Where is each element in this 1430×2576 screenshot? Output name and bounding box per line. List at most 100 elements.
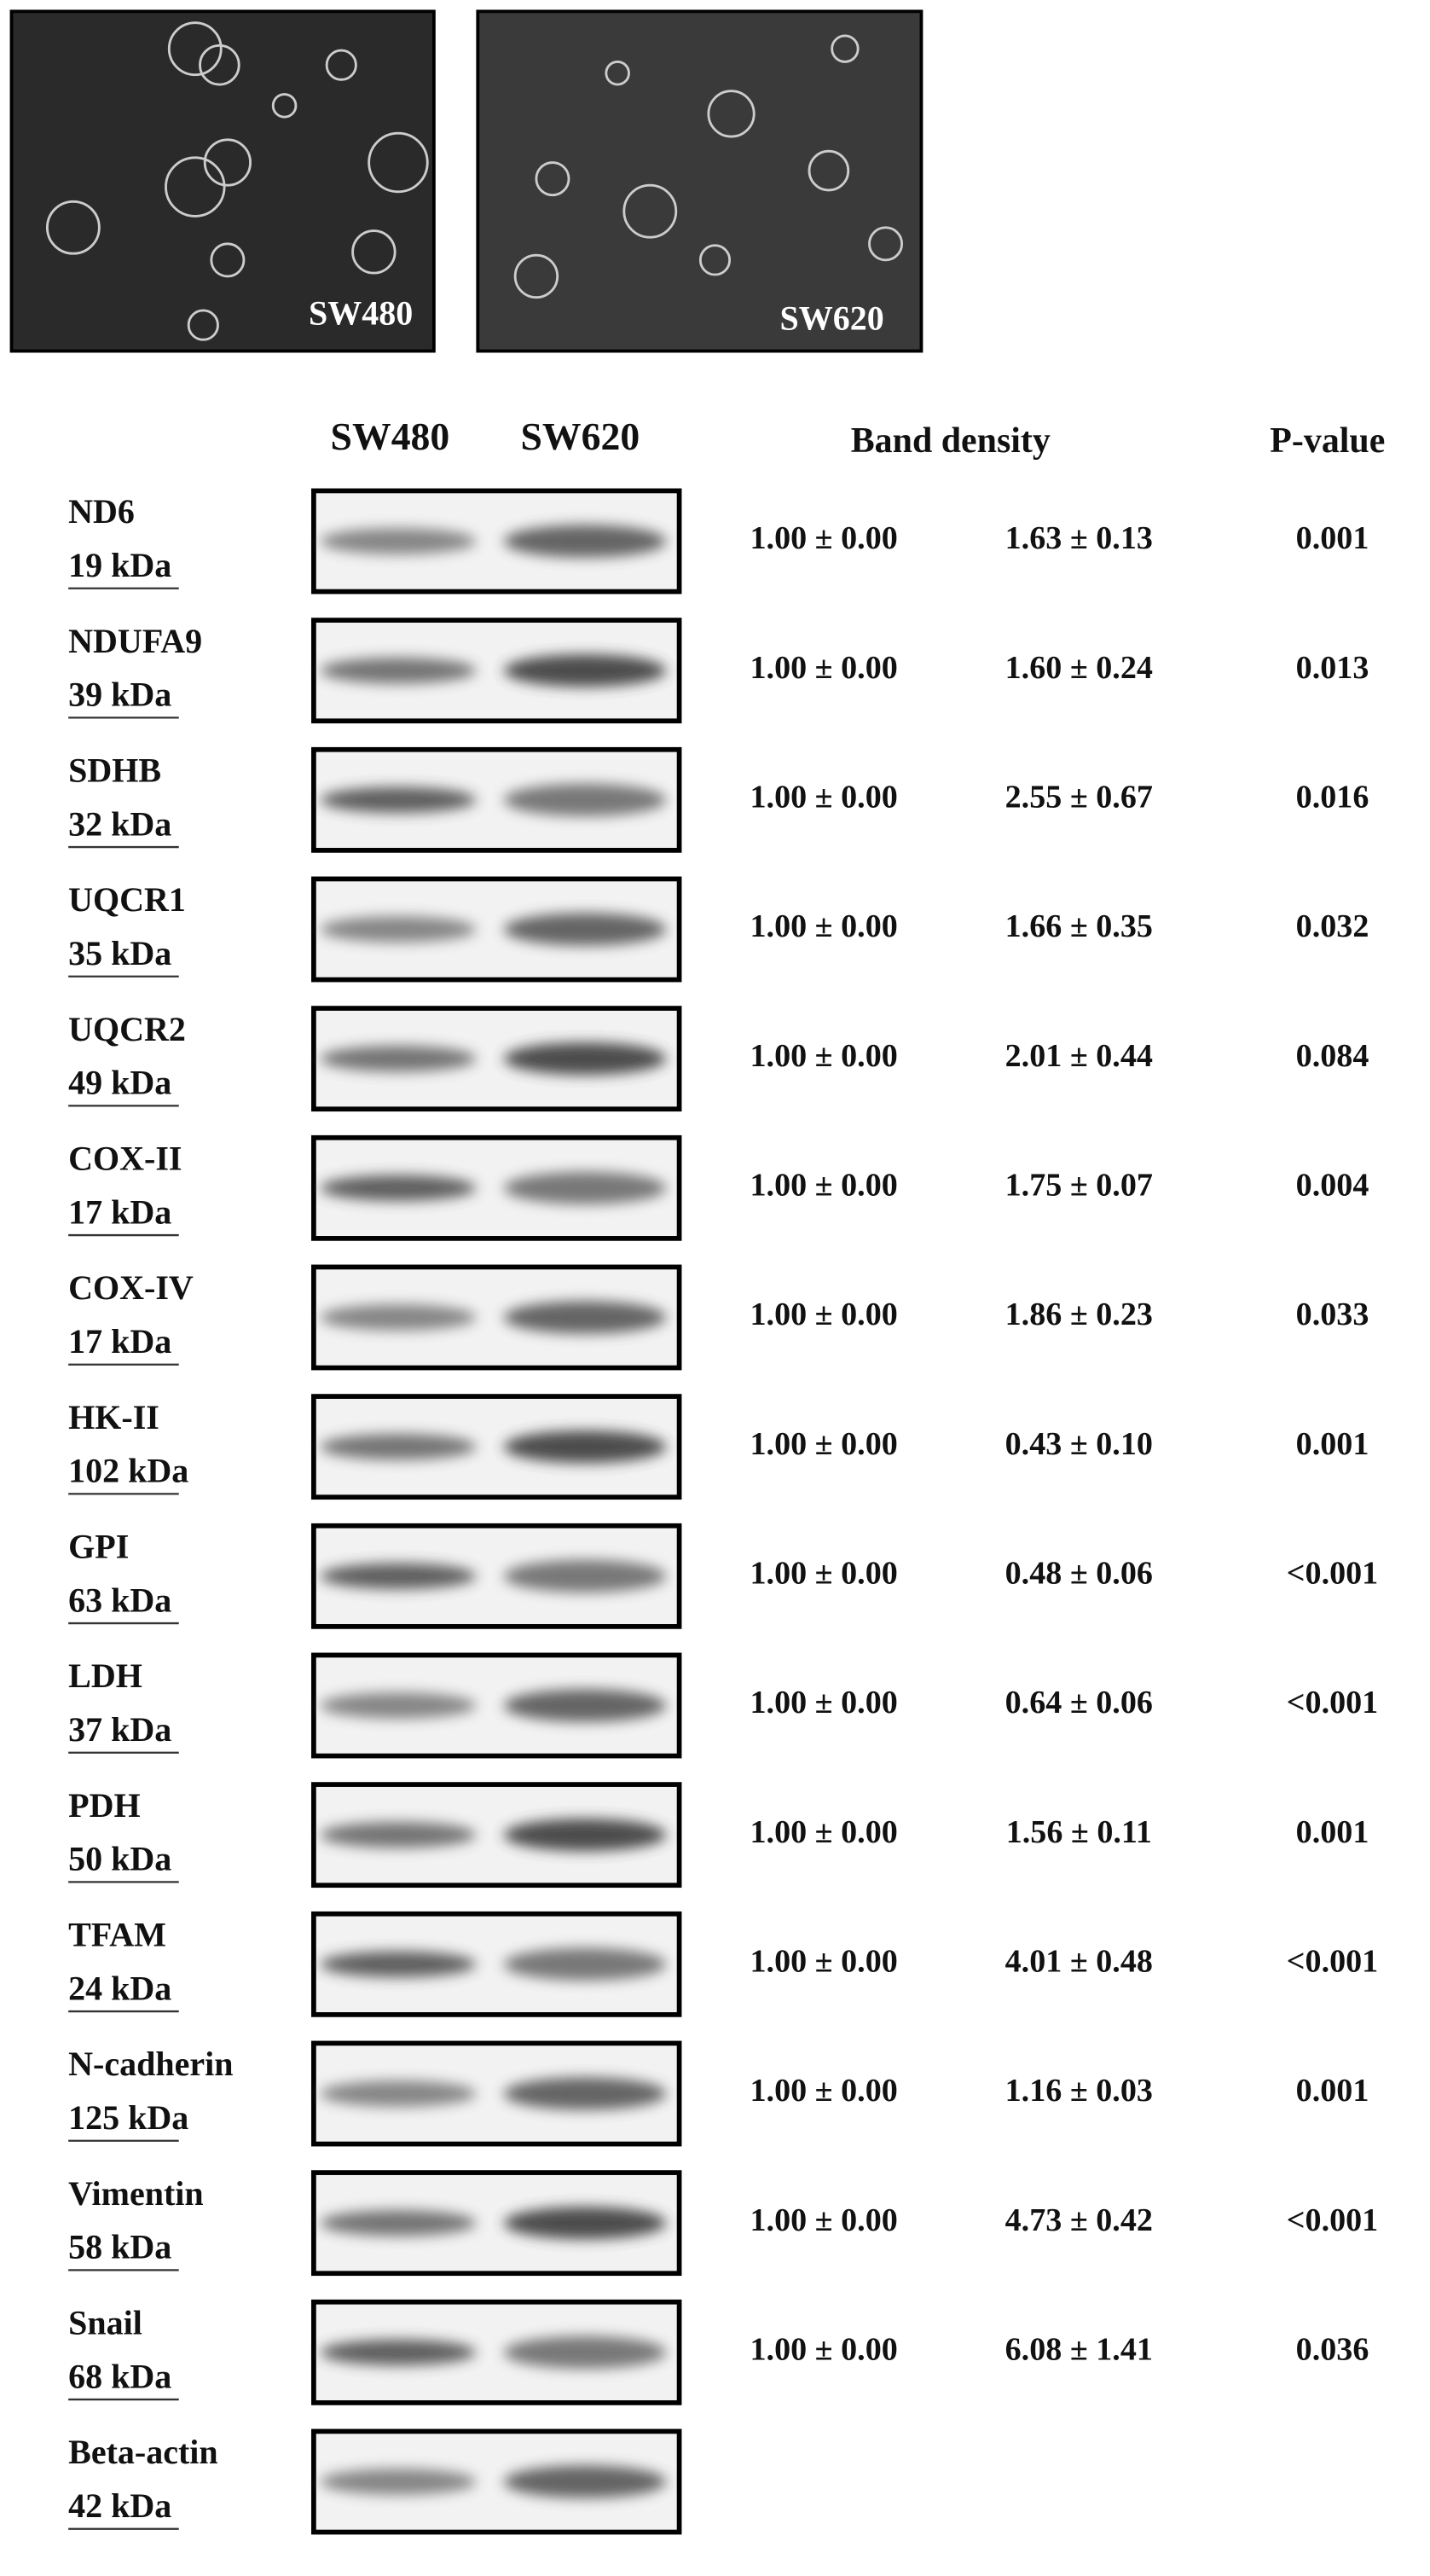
density-sw480: 1.00 ± 0.00 [750,1556,898,1592]
column-header: P-value [1270,421,1385,461]
protein-name: HK-II [68,1398,159,1436]
p-value: 0.001 [1296,1426,1369,1462]
blot-row: PDH 50 kDa 1.00 ± 0.00 1.56 ± 0.11 0.001 [68,1782,1369,1888]
protein-kda: 35 kDa [68,934,171,972]
p-value: 0.004 [1296,1168,1369,1204]
density-sw480: 1.00 ± 0.00 [750,520,898,556]
protein-kda: 24 kDa [68,1969,171,2007]
band [320,1045,477,1072]
density-sw620: 2.55 ± 0.67 [1005,780,1153,815]
protein-name: LDH [68,1656,142,1695]
band [503,2465,667,2498]
blot-row: HK-II 102 kDa 1.00 ± 0.00 0.43 ± 0.10 0.001 [68,1394,1369,1500]
p-value: 0.001 [1296,520,1369,556]
p-value: <0.001 [1287,1556,1378,1592]
protein-name: GPI [68,1528,129,1566]
band [320,1433,477,1460]
protein-kda: 32 kDa [68,804,171,843]
protein-kda: 19 kDa [68,546,171,584]
band [320,2469,477,2495]
protein-name: UQCR2 [68,1010,186,1048]
p-value: 0.001 [1296,1814,1369,1850]
band [320,916,477,943]
protein-kda: 125 kDa [68,2098,188,2137]
band [320,528,477,554]
density-sw480: 1.00 ± 0.00 [750,1426,898,1462]
blot-row: Vimentin 58 kDa 1.00 ± 0.00 4.73 ± 0.42 <0.0… [68,2170,1378,2277]
protein-name: UQCR1 [68,880,186,919]
protein-name: PDH [68,1786,140,1825]
density-sw620: 1.75 ± 0.07 [1005,1168,1153,1204]
density-sw480: 1.00 ± 0.00 [750,1685,898,1720]
protein-name: Beta-actin [68,2433,218,2471]
p-value: 0.016 [1296,780,1369,815]
density-sw480: 1.00 ± 0.00 [750,2073,898,2109]
density-sw620: 1.66 ± 0.35 [1005,908,1153,944]
protein-name: Snail [68,2304,142,2342]
blot-row: LDH 37 kDa 1.00 ± 0.00 0.64 ± 0.06 <0.001 [68,1652,1378,1759]
density-sw620: 2.01 ± 0.44 [1005,1038,1153,1074]
band [320,1951,477,1978]
protein-kda: 50 kDa [68,1840,171,1878]
protein-kda: 68 kDa [68,2357,171,2395]
p-value: 0.033 [1296,1297,1369,1332]
density-sw620: 1.63 ± 0.13 [1005,520,1153,556]
protein-name: COX-IV [68,1268,194,1307]
micrograph-sw480: SW480 [9,9,436,353]
band [503,525,667,558]
blot-row: UQCR1 35 kDa 1.00 ± 0.00 1.66 ± 0.35 0.032 [68,876,1369,983]
density-sw480: 1.00 ± 0.00 [750,2202,898,2238]
protein-name: ND6 [68,492,135,531]
band [320,1692,477,1719]
p-value: 0.032 [1296,908,1369,944]
protein-kda: 17 kDa [68,1192,171,1231]
blot-row: COX-IV 17 kDa 1.00 ± 0.00 1.86 ± 0.23 0.033 [68,1264,1369,1371]
band [320,2080,477,2107]
band [503,1819,667,1852]
p-value: <0.001 [1287,1685,1378,1720]
protein-kda: 37 kDa [68,1710,171,1749]
protein-kda: 49 kDa [68,1064,171,1102]
density-sw480: 1.00 ± 0.00 [750,1944,898,1980]
band [503,2207,667,2240]
density-sw480: 1.00 ± 0.00 [750,1038,898,1074]
protein-kda: 39 kDa [68,676,171,714]
density-sw480: 1.00 ± 0.00 [750,650,898,686]
blot-row: Beta-actin 42 kDa [68,2428,682,2535]
density-sw620: 1.60 ± 0.24 [1005,650,1153,686]
column-header: Band density [851,421,1051,461]
density-sw480: 1.00 ± 0.00 [750,780,898,815]
column-header: SW620 [520,415,640,458]
p-value: 0.013 [1296,650,1369,686]
protein-kda: 102 kDa [68,1452,188,1490]
density-sw620: 0.48 ± 0.06 [1005,1556,1153,1592]
protein-name: Vimentin [68,2174,204,2213]
density-sw480: 1.00 ± 0.00 [750,1297,898,1332]
density-sw620: 1.56 ± 0.11 [1006,1814,1152,1850]
blot-row: SDHB 32 kDa 1.00 ± 0.00 2.55 ± 0.67 0.016 [68,746,1369,853]
blot-row: ND6 19 kDa 1.00 ± 0.00 1.63 ± 0.13 0.001 [68,488,1369,595]
density-sw480: 1.00 ± 0.00 [750,908,898,944]
protein-kda: 17 kDa [68,1322,171,1361]
band [503,1430,667,1464]
band [320,1175,477,1202]
density-sw480: 1.00 ± 0.00 [750,1168,898,1204]
image-label: SW620 [780,299,884,337]
blot-row: TFAM 24 kDa 1.00 ± 0.00 4.01 ± 0.48 <0.001 [68,1911,1378,2017]
density-sw620: 4.73 ± 0.42 [1005,2202,1153,2238]
band [320,1563,477,1590]
protein-kda: 63 kDa [68,1581,171,1619]
protein-name: TFAM [68,1916,166,1954]
band [320,2209,477,2237]
band [503,1301,667,1334]
band [503,1042,667,1076]
protein-name: SDHB [68,751,161,790]
protein-kda: 58 kDa [68,2228,171,2266]
blot-row: COX-II 17 kDa 1.00 ± 0.00 1.75 ± 0.07 0.004 [68,1134,1369,1241]
p-value: <0.001 [1287,1944,1378,1980]
image-label: SW480 [309,294,413,333]
density-sw620: 6.08 ± 1.41 [1005,2332,1153,2368]
density-sw620: 4.01 ± 0.48 [1005,1944,1153,1980]
